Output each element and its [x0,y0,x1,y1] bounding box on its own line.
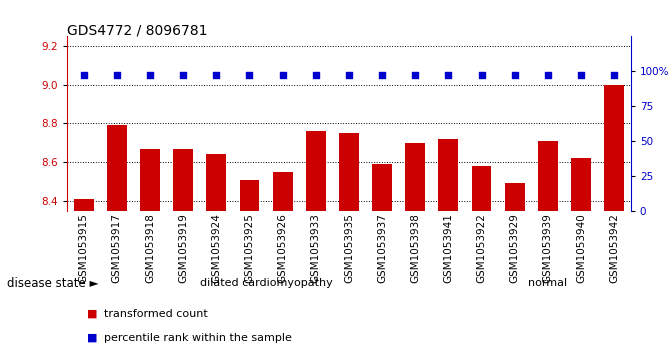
Text: GSM1053933: GSM1053933 [311,213,321,284]
Text: dilated cardiomyopathy: dilated cardiomyopathy [200,278,332,288]
Text: GSM1053935: GSM1053935 [344,213,354,284]
Text: ■: ■ [87,309,98,319]
Text: percentile rank within the sample: percentile rank within the sample [104,333,292,343]
Text: transformed count: transformed count [104,309,208,319]
Text: GSM1053938: GSM1053938 [410,213,420,284]
Bar [472,166,491,211]
Point [145,73,156,78]
Bar [173,148,193,211]
Text: GSM1053925: GSM1053925 [244,213,254,284]
Bar [538,141,558,211]
Point [111,73,122,78]
Bar [74,199,94,211]
Text: GSM1053929: GSM1053929 [510,213,520,284]
Bar [438,139,458,211]
Bar [372,164,392,211]
Point [211,73,221,78]
Point [178,73,189,78]
Text: GSM1053922: GSM1053922 [476,213,486,284]
Bar [207,154,226,211]
Point [79,73,89,78]
Text: GSM1053926: GSM1053926 [278,213,288,284]
Point [576,73,586,78]
Text: GSM1053941: GSM1053941 [444,213,454,284]
Text: GSM1053940: GSM1053940 [576,213,586,283]
Text: GSM1053919: GSM1053919 [178,213,188,284]
Point [344,73,354,78]
Text: GSM1053917: GSM1053917 [112,213,122,284]
Point [443,73,454,78]
Point [311,73,321,78]
Point [244,73,255,78]
Bar [272,172,293,211]
Text: GSM1053937: GSM1053937 [377,213,387,284]
Point [509,73,520,78]
Bar [505,183,525,211]
Text: GSM1053915: GSM1053915 [79,213,89,284]
Point [376,73,387,78]
Point [609,73,619,78]
Text: GSM1053918: GSM1053918 [145,213,155,284]
Point [476,73,487,78]
Text: normal: normal [528,278,568,288]
Bar [339,133,359,211]
Text: GSM1053924: GSM1053924 [211,213,221,284]
Bar [405,143,425,211]
Text: GDS4772 / 8096781: GDS4772 / 8096781 [67,24,207,38]
Point [542,73,553,78]
Bar [306,131,325,211]
Bar [571,158,591,211]
Text: GSM1053939: GSM1053939 [543,213,553,284]
Point [277,73,288,78]
Point [410,73,421,78]
Text: disease state ►: disease state ► [7,277,98,290]
Bar [604,85,624,211]
Bar [140,148,160,211]
Bar [107,125,127,211]
Text: GSM1053942: GSM1053942 [609,213,619,284]
Text: ■: ■ [87,333,98,343]
Bar [240,180,260,211]
